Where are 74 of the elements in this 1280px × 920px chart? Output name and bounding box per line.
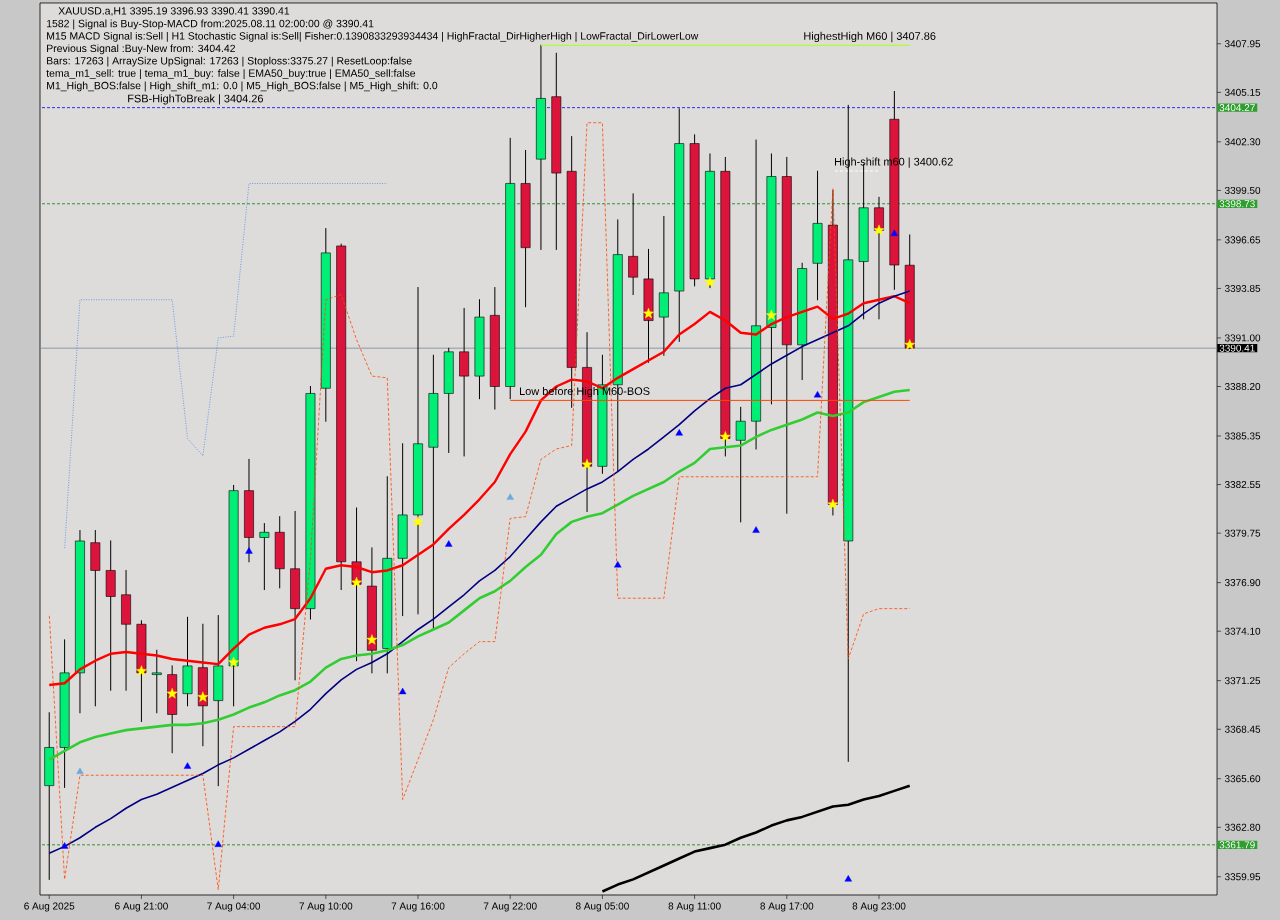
point bbox=[183, 762, 192, 769]
point bbox=[752, 526, 760, 533]
y-tick-label: 3388.20 bbox=[1224, 382, 1261, 391]
candlestick bbox=[259, 523, 270, 591]
point bbox=[60, 842, 69, 849]
point bbox=[890, 229, 899, 236]
point bbox=[136, 665, 147, 676]
x-tick-label: 8 Aug 23:00 bbox=[852, 902, 906, 912]
annotation: M15 MACD Signal is:Sell | H1 Stochastic Signal is:Sell| Fisher:0.1390833293934434 | HighFractal_DirHigherHigh | LowFractal_DirLowerLow bbox=[47, 31, 699, 42]
annotation: M1_High_BOS:false | High_shift_m1: 0.0 | M5_High_BOS:false | M5_High_shift: 0.0 bbox=[47, 81, 438, 92]
y-tick-label: 3359.95 bbox=[1224, 873, 1261, 881]
y-tick-label: 3365.60 bbox=[1224, 775, 1261, 783]
ref-line-label: 3361.79 bbox=[1219, 841, 1255, 849]
x-tick-label: 8 Aug 11:00 bbox=[668, 902, 721, 912]
y-tick-label: 3371.25 bbox=[1224, 677, 1261, 685]
point bbox=[704, 276, 716, 288]
candlestick bbox=[735, 406, 746, 523]
y-tick-label: 3407.95 bbox=[1224, 40, 1261, 48]
point bbox=[827, 498, 839, 510]
point bbox=[581, 458, 593, 470]
point bbox=[351, 576, 362, 588]
point bbox=[719, 431, 731, 442]
x-tick-label: 6 Aug 2025 bbox=[24, 902, 75, 912]
point bbox=[643, 307, 654, 319]
x-tick-label: 7 Aug 10:00 bbox=[299, 902, 353, 912]
y-tick-label: 3396.65 bbox=[1224, 236, 1261, 244]
y-tick-label: 3368.45 bbox=[1224, 725, 1261, 733]
point bbox=[904, 339, 916, 350]
y-tick-label: 3399.50 bbox=[1224, 186, 1261, 194]
annotation: FSB-HighToBreak | 3404.26 bbox=[128, 94, 263, 105]
point bbox=[844, 875, 852, 882]
y-tick-label: 3402.30 bbox=[1224, 138, 1261, 146]
x-tick-label: 6 Aug 21:00 bbox=[115, 902, 168, 912]
annotation: HighestHigh M60 | 3407.86 bbox=[804, 31, 936, 43]
candlestick bbox=[151, 649, 162, 714]
point bbox=[873, 224, 885, 235]
y-tick-label: 3385.35 bbox=[1224, 432, 1261, 440]
ref-line-label: 3390.41 bbox=[1219, 344, 1255, 352]
candlestick bbox=[628, 193, 639, 296]
y-tick-label: 3382.55 bbox=[1224, 481, 1261, 489]
y-tick-label: 3379.75 bbox=[1224, 529, 1261, 537]
x-tick-label: 7 Aug 16:00 bbox=[391, 902, 445, 912]
point bbox=[398, 687, 407, 695]
y-tick-label: 3391.00 bbox=[1224, 334, 1261, 342]
ref-line-label: 3404.27 bbox=[1219, 104, 1255, 112]
y-tick-label: 3362.80 bbox=[1224, 823, 1261, 831]
point bbox=[166, 687, 178, 699]
annotation: tema_m1_sell: true | tema_m1_buy: false | EMA50_buy:true | EMA50_sell:false bbox=[46, 69, 416, 79]
point bbox=[813, 390, 822, 398]
x-tick-label: 7 Aug 04:00 bbox=[207, 902, 261, 912]
y-tick-label: 3405.15 bbox=[1224, 88, 1261, 96]
point bbox=[366, 634, 378, 645]
y-tick-label: 3376.90 bbox=[1224, 579, 1261, 587]
point bbox=[766, 309, 777, 321]
point bbox=[228, 656, 240, 668]
point bbox=[675, 429, 683, 436]
point bbox=[614, 561, 622, 568]
annotation: 1582 | Signal is Buy-Stop-MACD from:2025.08.11 02:00:00 @ 3390.41 bbox=[47, 19, 374, 30]
point bbox=[445, 540, 453, 547]
x-tick-label: 7 Aug 22:00 bbox=[483, 902, 537, 912]
x-tick-label: 8 Aug 17:00 bbox=[760, 902, 814, 912]
chart-title: XAUUSD.a,H1 3395.19 3396.93 3390.41 3390.41 bbox=[58, 7, 290, 16]
point bbox=[412, 516, 424, 527]
point bbox=[214, 840, 222, 847]
y-tick-label: 3374.10 bbox=[1224, 627, 1261, 635]
ref-line-label: 3398.73 bbox=[1219, 200, 1255, 208]
y-tick-label: 3393.85 bbox=[1224, 284, 1261, 292]
point bbox=[197, 691, 209, 702]
annotation: Previous Signal :Buy-New from: 3404.42 bbox=[47, 44, 235, 55]
point bbox=[76, 767, 84, 774]
point bbox=[506, 493, 514, 500]
x-tick-label: 8 Aug 05:00 bbox=[575, 902, 629, 912]
annotation: Bars: 17263 | ArraySize UpSignal: 17263 | Stoploss:3375.27 | ResetLoop:false bbox=[47, 56, 412, 67]
point bbox=[245, 547, 253, 554]
